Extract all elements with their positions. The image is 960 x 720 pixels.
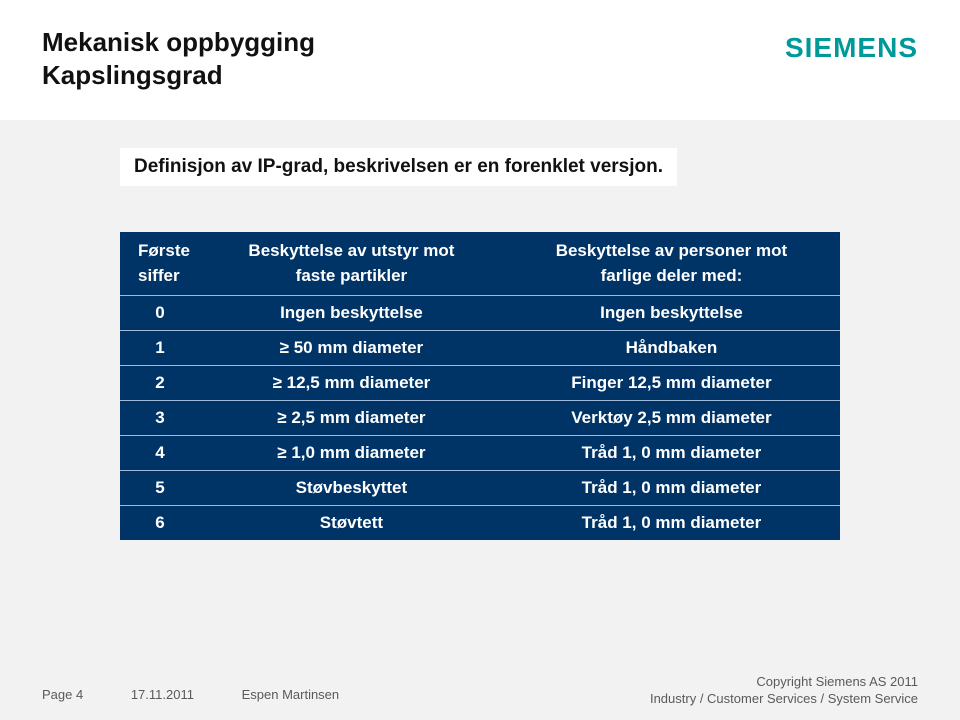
table-row: 1 ≥ 50 mm diameter Håndbaken [120, 331, 840, 366]
cell-siffer: 2 [120, 366, 200, 401]
cell-col1: Ingen beskyttelse [200, 296, 503, 331]
table-row: 3 ≥ 2,5 mm diameter Verktøy 2,5 mm diame… [120, 401, 840, 436]
cell-siffer: 5 [120, 471, 200, 506]
slide: Mekanisk oppbygging Kapslingsgrad SIEMEN… [0, 0, 960, 720]
cell-col1: ≥ 2,5 mm diameter [200, 401, 503, 436]
col1-line1: Beskyttelse av utstyr mot [248, 241, 454, 260]
col2-line2: farlige deler med: [601, 266, 743, 285]
col-header-1: Beskyttelse av utstyr mot faste partikle… [200, 232, 503, 296]
footer-page: Page 4 [42, 687, 83, 702]
header-bar: Mekanisk oppbygging Kapslingsgrad SIEMEN… [0, 0, 960, 120]
footer-left: Page 4 17.11.2011 Espen Martinsen [42, 687, 383, 702]
footer-date: 17.11.2011 [131, 687, 194, 702]
cell-col1: ≥ 50 mm diameter [200, 331, 503, 366]
cell-col2: Verktøy 2,5 mm diameter [503, 401, 840, 436]
table: Første siffer Beskyttelse av utstyr mot … [120, 232, 840, 540]
table-header-row: Første siffer Beskyttelse av utstyr mot … [120, 232, 840, 296]
title-block: Mekanisk oppbygging Kapslingsgrad [42, 26, 315, 91]
table-row: 5 Støvbeskyttet Tråd 1, 0 mm diameter [120, 471, 840, 506]
footer-right: Copyright Siemens AS 2011 Industry / Cus… [650, 673, 918, 708]
ip-table: Første siffer Beskyttelse av utstyr mot … [120, 232, 840, 540]
table-row: 6 Støvtett Tråd 1, 0 mm diameter [120, 506, 840, 541]
cell-col1: ≥ 1,0 mm diameter [200, 436, 503, 471]
footer-author: Espen Martinsen [242, 687, 340, 702]
footer-division: Industry / Customer Services / System Se… [650, 690, 918, 708]
cell-col2: Finger 12,5 mm diameter [503, 366, 840, 401]
title-line-2: Kapslingsgrad [42, 59, 315, 92]
subtitle-text: Definisjon av IP-grad, beskrivelsen er e… [134, 156, 663, 177]
cell-siffer: 0 [120, 296, 200, 331]
col-header-siffer: Første siffer [120, 232, 200, 296]
cell-col2: Håndbaken [503, 331, 840, 366]
cell-col2: Tråd 1, 0 mm diameter [503, 471, 840, 506]
cell-col1: ≥ 12,5 mm diameter [200, 366, 503, 401]
col1-line2: faste partikler [296, 266, 408, 285]
siemens-logo: SIEMENS [785, 32, 918, 64]
footer-copyright: Copyright Siemens AS 2011 [650, 673, 918, 691]
col-header-2: Beskyttelse av personer mot farlige dele… [503, 232, 840, 296]
table-row: 2 ≥ 12,5 mm diameter Finger 12,5 mm diam… [120, 366, 840, 401]
cell-col2: Tråd 1, 0 mm diameter [503, 436, 840, 471]
footer: Page 4 17.11.2011 Espen Martinsen Copyri… [0, 664, 960, 720]
cell-siffer: 4 [120, 436, 200, 471]
cell-col1: Støvbeskyttet [200, 471, 503, 506]
cell-col2: Ingen beskyttelse [503, 296, 840, 331]
cell-siffer: 6 [120, 506, 200, 541]
col2-line1: Beskyttelse av personer mot [556, 241, 788, 260]
table-row: 4 ≥ 1,0 mm diameter Tråd 1, 0 mm diamete… [120, 436, 840, 471]
cell-siffer: 3 [120, 401, 200, 436]
cell-siffer: 1 [120, 331, 200, 366]
logo-text: SIEMENS [785, 32, 918, 63]
col0-line2: siffer [138, 266, 180, 285]
table-row: 0 Ingen beskyttelse Ingen beskyttelse [120, 296, 840, 331]
col0-line1: Første [138, 241, 190, 260]
subtitle-box: Definisjon av IP-grad, beskrivelsen er e… [120, 148, 677, 186]
title-line-1: Mekanisk oppbygging [42, 26, 315, 59]
cell-col1: Støvtett [200, 506, 503, 541]
cell-col2: Tråd 1, 0 mm diameter [503, 506, 840, 541]
